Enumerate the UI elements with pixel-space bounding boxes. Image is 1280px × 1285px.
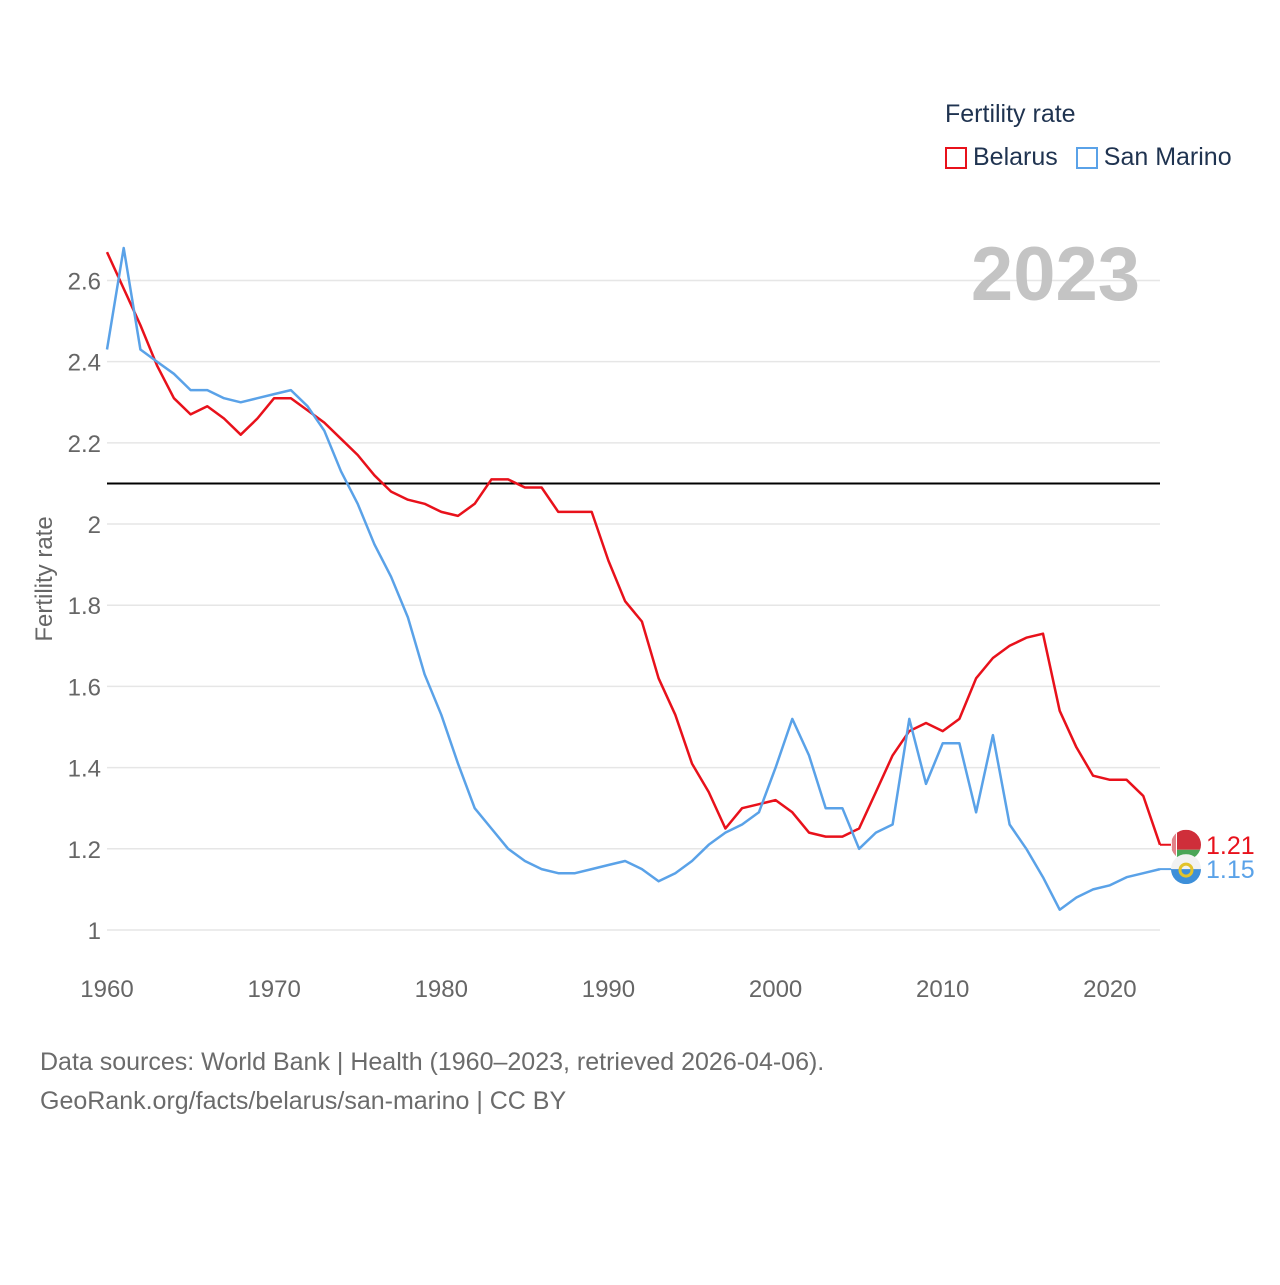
x-tick-label: 2020	[1083, 976, 1136, 1003]
y-tick-label: 2	[88, 512, 101, 539]
x-tick-label: 1980	[415, 976, 468, 1003]
legend-item-san-marino[interactable]: San Marino	[1075, 143, 1232, 172]
legend-label-san-marino: San Marino	[1103, 143, 1232, 171]
legend-items: Belarus San Marino	[945, 143, 1232, 172]
source-note: Data sources: World Bank | Health (1960–…	[40, 1043, 824, 1121]
x-tick-label: 2010	[916, 976, 969, 1003]
y-axis-label: Fertility rate	[31, 516, 58, 641]
x-tick-label: 1990	[582, 976, 635, 1003]
y-tick-label: 2.6	[68, 268, 101, 295]
x-tick-label: 2000	[749, 976, 802, 1003]
y-tick-label: 2.4	[68, 350, 101, 377]
end-value-label: 1.21	[1206, 832, 1255, 860]
series-line-belarus[interactable]	[105, 251, 1162, 846]
y-tick-label: 1.4	[68, 756, 101, 783]
legend-item-belarus[interactable]: Belarus	[945, 143, 1058, 172]
series-lines	[105, 246, 1162, 911]
y-tick-label: 1.8	[68, 593, 101, 620]
grid-lines	[107, 279, 1160, 931]
y-tick-label: 1	[88, 918, 101, 945]
year-label: 2023	[971, 232, 1140, 317]
y-tick-label: 1.2	[68, 837, 101, 864]
legend-swatch-belarus	[945, 146, 967, 169]
legend-title: Fertility rate	[945, 100, 1076, 128]
x-tick-label: 1960	[80, 976, 133, 1003]
source-line-2: GeoRank.org/facts/belarus/san-marino | C…	[40, 1087, 567, 1115]
legend-swatch-san-marino	[1075, 146, 1098, 169]
y-tick-label: 1.6	[68, 674, 101, 701]
series-line-san-marino[interactable]	[105, 246, 1161, 911]
end-value-label: 1.15	[1206, 856, 1255, 884]
legend: Fertility rate Belarus San Marino	[945, 100, 1232, 172]
y-axis-ticks: 1 1.2 1.4 1.6 1.8 2 2.2 2.4 2.6	[68, 268, 101, 945]
legend-label-belarus: Belarus	[973, 143, 1058, 171]
x-tick-label: 1970	[247, 976, 300, 1003]
san-marino-flag-icon	[1171, 854, 1201, 885]
y-tick-label: 2.2	[68, 431, 101, 458]
end-markers: 1.211.15	[1160, 829, 1255, 885]
x-axis-ticks: 1960 1970 1980 1990 2000 2010 2020	[80, 976, 1136, 1003]
source-line-1: Data sources: World Bank | Health (1960–…	[40, 1048, 825, 1076]
